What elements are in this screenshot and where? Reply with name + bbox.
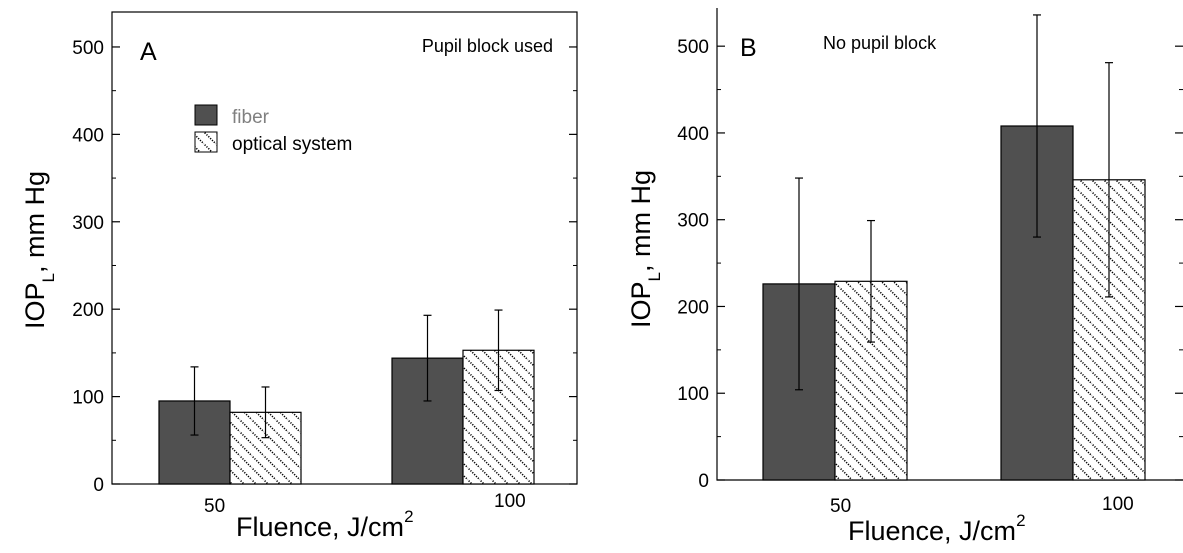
legend-fiber-swatch: [194, 104, 218, 126]
panel-a-y-title-rest: , mm Hg: [20, 171, 50, 273]
panel-a-ytick-label: 0: [93, 475, 104, 496]
panel-a-ytick-label: 200: [72, 300, 104, 321]
panel-b-ytick-label: 0: [698, 471, 709, 492]
panel-b-x-title-main: Fluence, J/cm: [848, 516, 1016, 546]
panel-b-ytick-label: 500: [677, 37, 709, 58]
panel-a-plot: 0 100 200 300 400 500 50 100: [72, 38, 577, 517]
svg-text:IOPL, mm Hg: IOPL, mm Hg: [20, 171, 58, 329]
panel-a-ytick-label: 300: [72, 213, 104, 234]
legend: fiber optical system: [194, 104, 352, 155]
panel-b-note: No pupil block: [823, 33, 937, 53]
panel-a: A Pupil block used fiber optical system …: [20, 11, 578, 542]
chart-marks: 0 100 200 300 400 500 50 100 0 100 200 300 400 500 50 1…: [72, 14, 1183, 517]
legend-optical-swatch: [194, 131, 218, 153]
panel-b-plot: 0 100 200 300 400 500 50 100: [677, 14, 1183, 517]
panel-b-ytick-label: 400: [677, 124, 709, 145]
panel-a-ytick-label: 500: [72, 38, 104, 59]
panel-a-frame: [111, 11, 578, 485]
panel-b-xtick-label: 100: [1102, 494, 1134, 515]
legend-optical-label: optical system: [232, 134, 352, 155]
panel-b-y-title-main: IOP: [626, 281, 656, 328]
panel-a-xtick-label: 100: [494, 491, 526, 512]
panel-a-xtick-label: 50: [204, 496, 225, 517]
panel-a-y-title-sub: L: [39, 273, 58, 282]
svg-text:IOPL, mm Hg: IOPL, mm Hg: [626, 170, 664, 328]
panel-a-note: Pupil block used: [422, 36, 553, 56]
panel-b-xtick-label: 50: [830, 496, 851, 517]
panel-a-letter: A: [140, 38, 157, 66]
panel-a-y-title-main: IOP: [20, 282, 50, 329]
panel-a-x-title-main: Fluence, J/cm: [236, 512, 404, 542]
panel-a-x-title-sup: 2: [404, 507, 413, 526]
panel-b-y-title-sub: L: [645, 272, 664, 281]
panel-a-x-title: Fluence, J/cm2: [236, 507, 414, 542]
panel-b-x-title-sup: 2: [1016, 511, 1025, 530]
panel-b-x-title: Fluence, J/cm2: [848, 511, 1026, 546]
panel-a-y-title: IOPL, mm Hg: [20, 171, 58, 329]
panel-b-y-title-rest: , mm Hg: [626, 170, 656, 272]
panel-b-ytick-label: 100: [677, 384, 709, 405]
panel-b-ytick-label: 200: [677, 297, 709, 318]
panel-b-y-title: IOPL, mm Hg: [626, 170, 664, 328]
legend-fiber-label: fiber: [232, 107, 270, 128]
panel-a-ytick-label: 400: [72, 125, 104, 146]
panel-b-letter: B: [740, 34, 757, 62]
panel-b-ytick-label: 300: [677, 211, 709, 232]
panel-a-ytick-label: 100: [72, 388, 104, 409]
